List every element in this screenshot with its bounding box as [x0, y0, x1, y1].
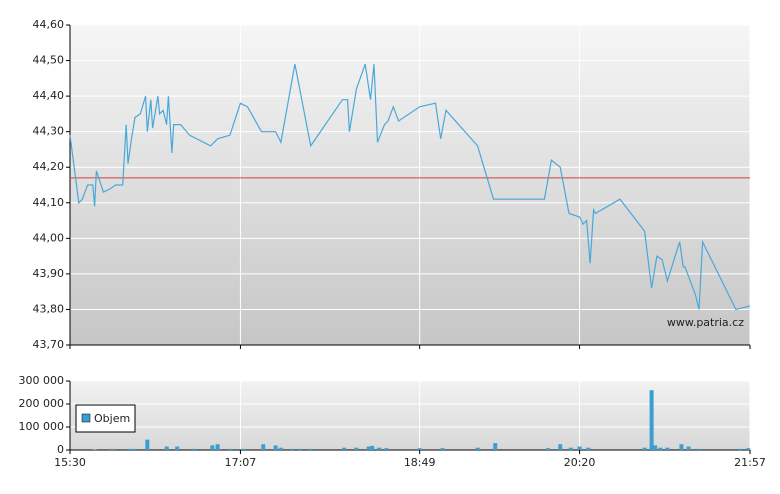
x-tick-label: 21:57: [734, 456, 766, 469]
bar: [653, 445, 658, 450]
bar: [686, 446, 691, 450]
bar: [737, 448, 742, 450]
bar: [586, 447, 591, 450]
y-tick-label: 43,70: [33, 338, 65, 351]
y-tick-label: 200 000: [19, 397, 65, 410]
bar: [568, 447, 573, 450]
bar: [273, 445, 278, 450]
bar: [384, 448, 389, 450]
bar: [110, 448, 115, 450]
bar: [366, 446, 371, 450]
y-tick-label: 44,50: [33, 54, 65, 67]
legend-swatch: [81, 413, 91, 423]
bar: [417, 448, 422, 450]
bar: [377, 447, 382, 450]
bar: [697, 448, 702, 450]
x-tick-label: 15:30: [54, 456, 86, 469]
x-tick-label: 17:07: [225, 456, 257, 469]
bar: [658, 447, 663, 450]
bar: [227, 448, 232, 450]
bar: [545, 448, 550, 450]
bar: [642, 447, 647, 450]
bar: [261, 444, 266, 450]
volume-plot-area: [70, 381, 750, 450]
price-line: [69, 63, 751, 311]
legend-label: Objem: [94, 412, 130, 425]
bar: [289, 448, 294, 450]
y-tick-label: 44,40: [33, 89, 65, 102]
bar: [440, 448, 445, 450]
bar: [278, 447, 283, 450]
bar: [308, 448, 313, 450]
y-tick-label: 44,60: [33, 18, 65, 31]
bar: [298, 448, 303, 450]
bar: [210, 445, 215, 450]
bar: [342, 447, 347, 450]
y-tick-label: 100 000: [19, 420, 65, 433]
y-tick-label: 43,90: [33, 267, 65, 280]
y-tick-label: 44,20: [33, 160, 65, 173]
bar: [92, 449, 97, 450]
bar: [133, 448, 138, 450]
bar: [175, 446, 180, 450]
bar: [127, 448, 132, 450]
bar: [665, 447, 670, 450]
bar: [241, 448, 246, 450]
x-tick-label: 20:20: [564, 456, 596, 469]
bar: [679, 444, 684, 450]
bar: [370, 445, 375, 450]
y-tick-label: 44,00: [33, 231, 65, 244]
y-tick-label: 44,30: [33, 125, 65, 138]
y-tick-label: 300 000: [19, 374, 65, 387]
bar: [145, 439, 150, 450]
bar: [164, 446, 169, 450]
x-tick-label: 18:49: [404, 456, 436, 469]
price-plot-area: [70, 25, 750, 345]
y-tick-label: 43,80: [33, 302, 65, 315]
bar: [649, 390, 654, 450]
y-tick-label: 44,10: [33, 196, 65, 209]
bar: [354, 447, 359, 450]
bar: [558, 444, 563, 450]
bar: [192, 448, 197, 450]
bar: [475, 447, 480, 450]
bar: [215, 444, 220, 450]
bar: [746, 448, 751, 450]
y-tick-label: 0: [57, 443, 64, 456]
bar: [577, 446, 582, 450]
bar: [493, 443, 498, 450]
watermark: www.patria.cz: [667, 316, 744, 329]
